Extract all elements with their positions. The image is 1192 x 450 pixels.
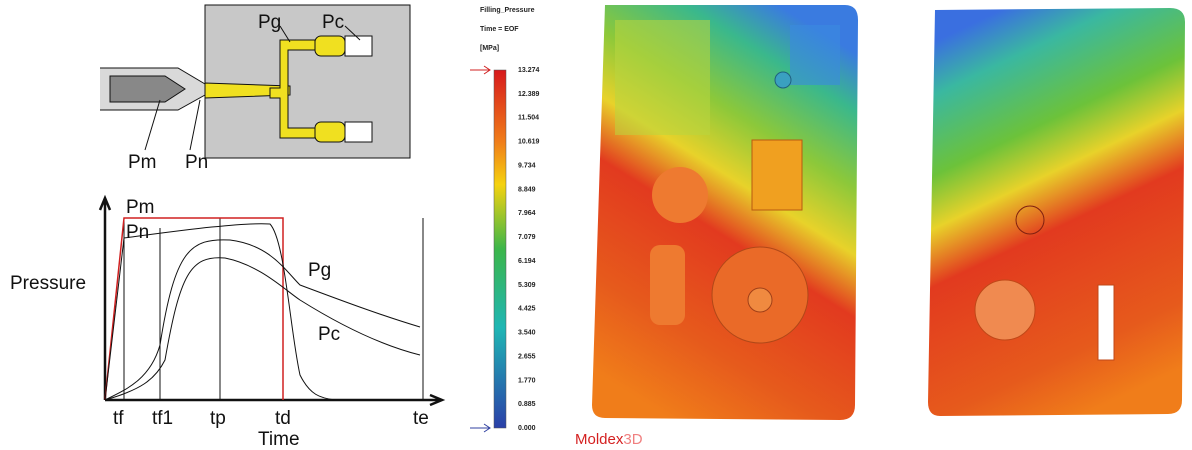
cavity-empty bbox=[345, 122, 372, 142]
label: Pg bbox=[258, 12, 281, 33]
colorbar-tick-label: 7.964 bbox=[518, 210, 536, 217]
pressure-plot bbox=[100, 198, 442, 405]
axis-title: Time bbox=[258, 429, 300, 450]
curve-label: Pn bbox=[126, 222, 149, 243]
figure: Pg Pc Pm Pn Pressure Time Pm Pn Pg Pc tf… bbox=[0, 0, 1192, 450]
cavity-fill bbox=[315, 122, 345, 142]
time-label: tf bbox=[113, 408, 124, 429]
colorbar-tick-label: 10.619 bbox=[518, 139, 540, 146]
label: Pm bbox=[128, 152, 157, 173]
part-left bbox=[592, 5, 858, 420]
time-label: tf1 bbox=[152, 408, 173, 429]
gear-hub bbox=[748, 288, 772, 312]
brand-suffix: 3D bbox=[623, 431, 642, 448]
colorbar bbox=[494, 70, 506, 428]
colorbar-tick-label: 0.885 bbox=[518, 401, 536, 408]
colorbar-ticks: 13.274 12.389 11.504 10.619 9.734 8.849 7.964 7… bbox=[518, 67, 540, 432]
cavity-fill bbox=[315, 36, 345, 56]
pm-curve bbox=[105, 218, 283, 400]
curve-label: Pg bbox=[308, 260, 331, 281]
colorbar-tick-label: 8.849 bbox=[518, 186, 536, 193]
colorbar-tick-label: 1.770 bbox=[518, 377, 536, 384]
colorbar-tick-label: 7.079 bbox=[518, 234, 536, 241]
curve-label: Pm bbox=[126, 197, 155, 218]
x-axis bbox=[105, 395, 442, 405]
slot bbox=[1098, 285, 1114, 360]
time-line bbox=[124, 218, 423, 400]
brand: Moldex3D bbox=[575, 431, 643, 448]
curve-label: Pc bbox=[318, 324, 340, 345]
colorbar-tick-label: 6.194 bbox=[518, 258, 536, 265]
pc-curve bbox=[105, 258, 420, 400]
colorbar-title: Filling_Pressure bbox=[480, 7, 535, 14]
colorbar-tick-label: 3.540 bbox=[518, 330, 536, 337]
time-label: tp bbox=[210, 408, 226, 429]
rib-grid bbox=[615, 20, 710, 135]
colorbar-tick-label: 2.655 bbox=[518, 353, 536, 360]
colorbar-tick-label: 4.425 bbox=[518, 306, 536, 313]
colorbar-tick-label: 0.000 bbox=[518, 425, 536, 432]
min-arrow bbox=[470, 424, 490, 432]
mold-diagram: Pg Pc Pm Pn bbox=[100, 5, 410, 173]
part-right bbox=[928, 8, 1185, 416]
slot-boss bbox=[650, 245, 685, 325]
colorbar-unit: [MPa] bbox=[480, 45, 499, 52]
square-boss bbox=[752, 140, 802, 210]
label: Pn bbox=[185, 152, 208, 173]
round-boss bbox=[652, 167, 708, 223]
part-body bbox=[928, 8, 1185, 416]
colorbar-tick-label: 13.274 bbox=[518, 67, 540, 74]
time-label: te bbox=[413, 408, 429, 429]
colorbar-tick-label: 12.389 bbox=[518, 91, 540, 98]
pg-curve bbox=[105, 240, 420, 400]
vent bbox=[975, 280, 1035, 340]
max-arrow bbox=[470, 66, 490, 74]
time-label: td bbox=[275, 408, 291, 429]
boss bbox=[775, 72, 791, 88]
colorbar-tick-label: 9.734 bbox=[518, 162, 536, 169]
axis-title: Pressure bbox=[10, 273, 86, 294]
colorbar-tick-label: 11.504 bbox=[518, 115, 539, 122]
pocket bbox=[790, 25, 840, 85]
brand-name: Moldex bbox=[575, 431, 624, 448]
colorbar-tick-label: 5.309 bbox=[518, 282, 536, 289]
label: Pc bbox=[322, 12, 344, 33]
colorbar-time: Time = EOF bbox=[480, 26, 519, 33]
